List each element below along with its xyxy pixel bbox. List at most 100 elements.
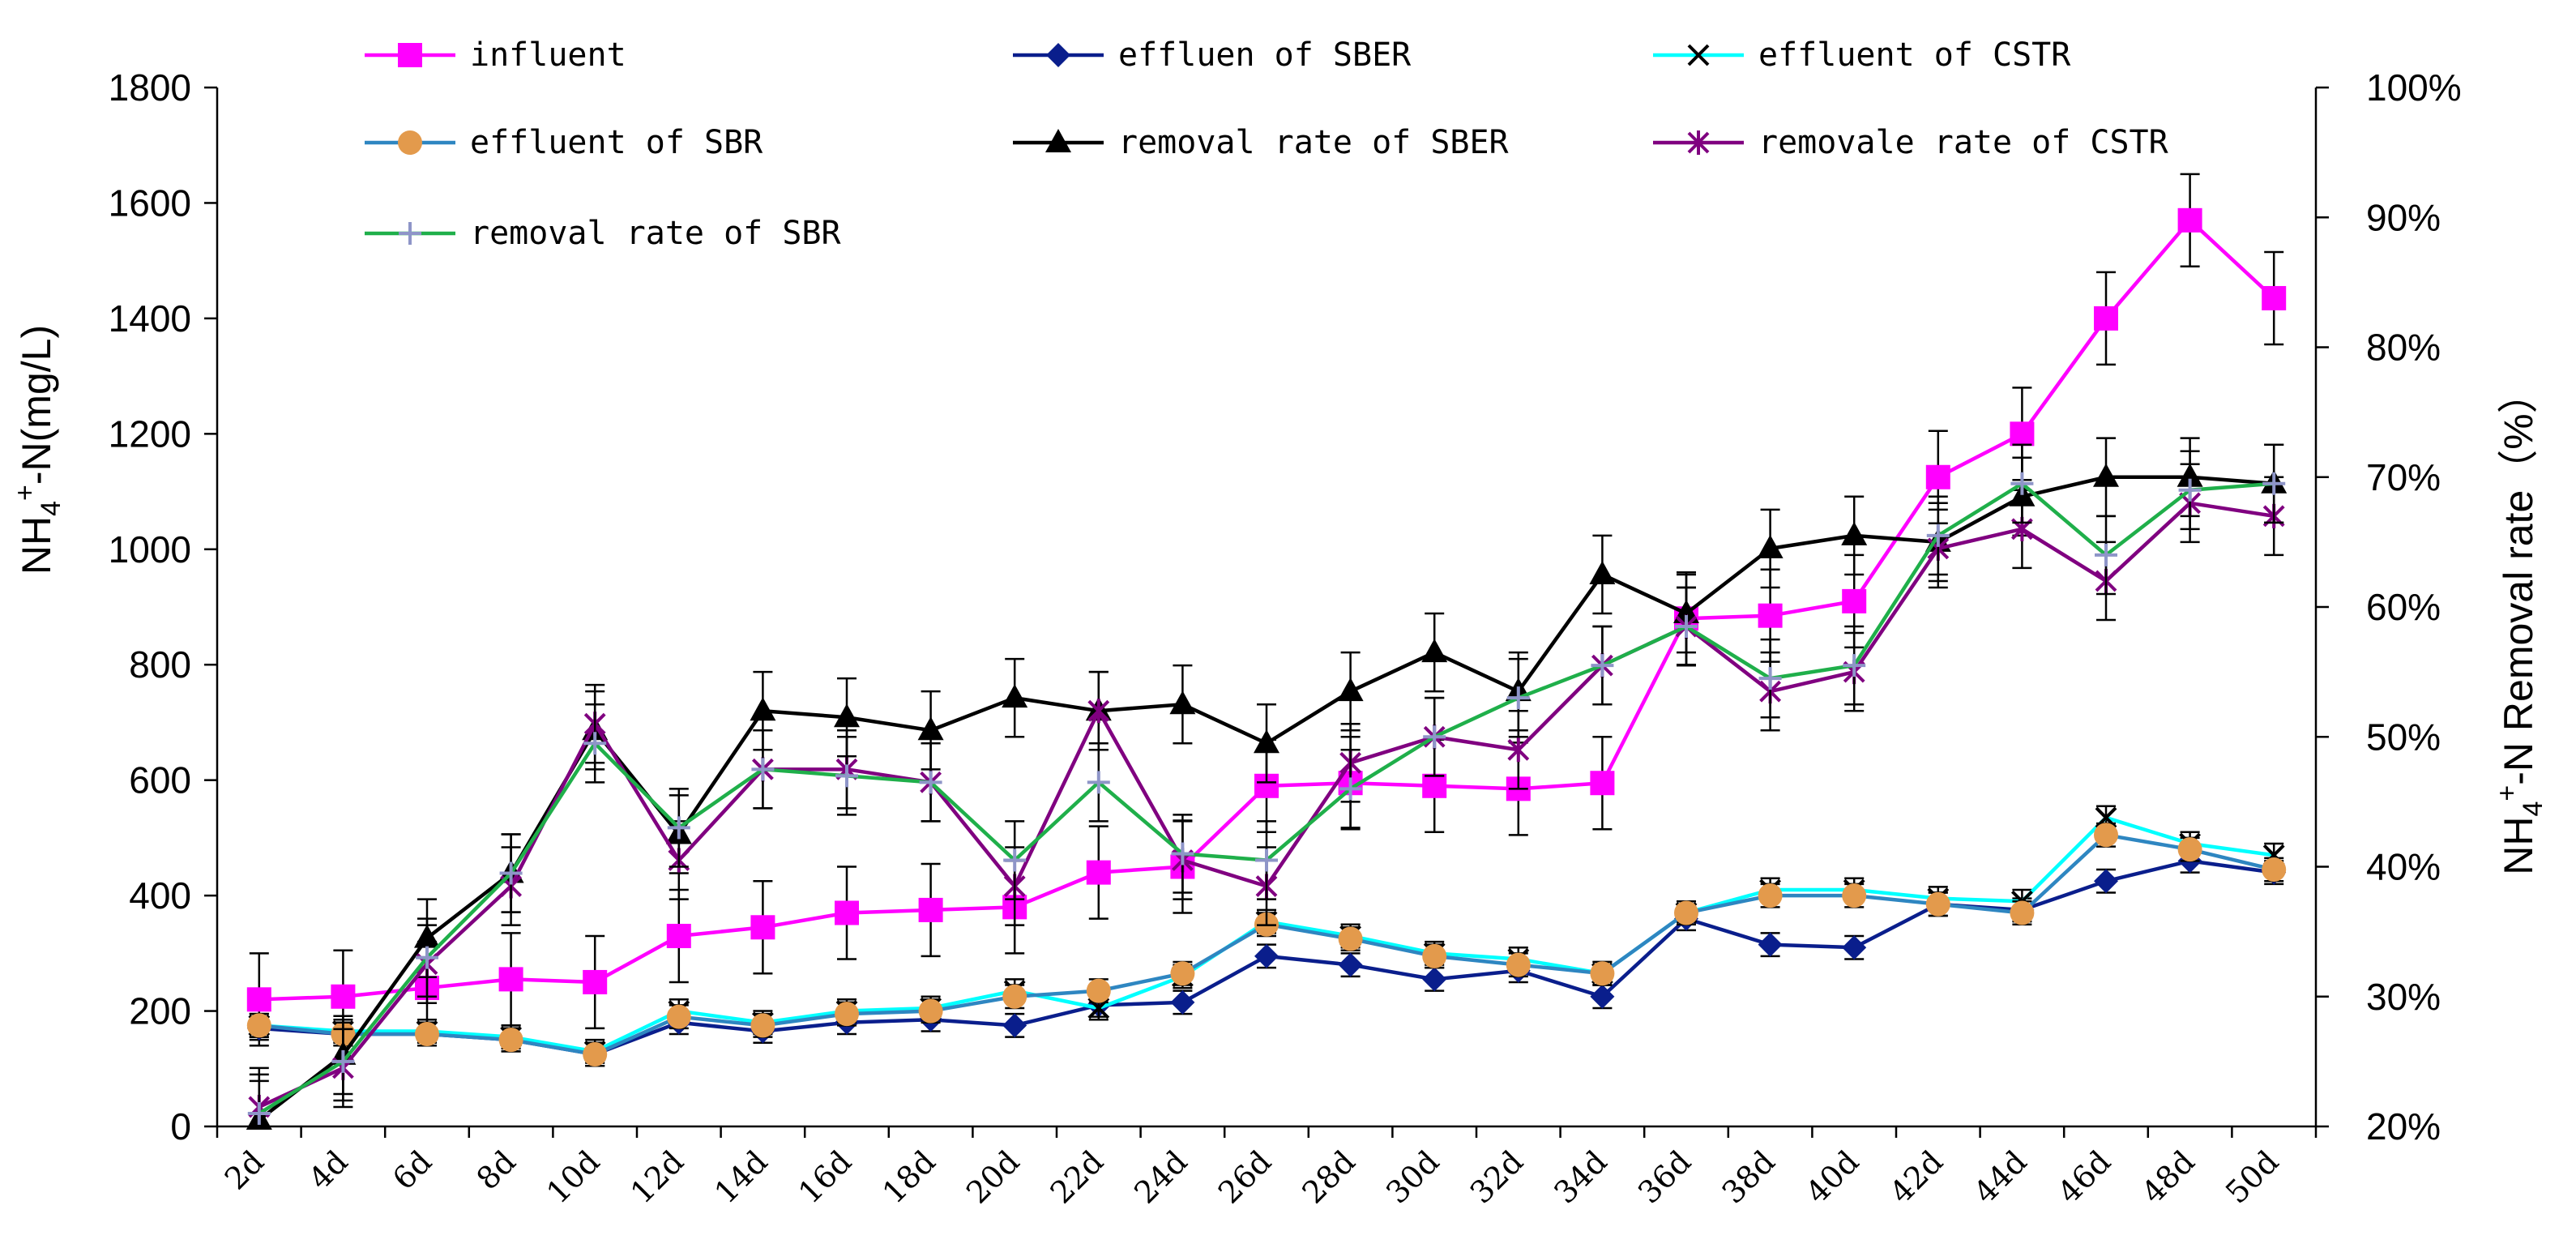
legend-label: effluen of SBER — [1118, 36, 1412, 74]
left-tick-label: 600 — [129, 759, 191, 801]
data-point — [1925, 464, 1950, 489]
legend: influent effluen of SBER effluent of CSTR e… — [365, 36, 2169, 252]
data-point — [2010, 421, 2035, 447]
data-point — [1591, 654, 1614, 677]
data-point — [2262, 857, 2287, 883]
data-point — [1422, 967, 1447, 992]
right-tick-label: 80% — [2366, 327, 2441, 369]
left-tick-label: 1000 — [109, 528, 191, 571]
x-tick-label: 44d — [1967, 1143, 2034, 1211]
data-point — [416, 946, 438, 969]
data-point — [1757, 534, 1784, 558]
legend-label: removal rate of SBER — [1118, 124, 1510, 161]
data-point — [834, 703, 860, 728]
x-tick-label: 40d — [1799, 1143, 1866, 1211]
data-point — [835, 1002, 859, 1027]
x-tick-label: 4d — [301, 1143, 354, 1196]
legend-label: effluent of SBR — [470, 124, 763, 161]
data-point — [1758, 603, 1783, 628]
x-tick-label: 38d — [1715, 1143, 1782, 1211]
legend-label: removal rate of SBR — [470, 215, 841, 252]
legend-item: removale rate of CSTR — [1653, 124, 2169, 161]
data-point — [1843, 654, 1866, 677]
data-point — [498, 1028, 523, 1053]
right-tick-label: 30% — [2366, 976, 2441, 1018]
data-point — [1255, 848, 1278, 872]
legend-item: effluen of SBER — [1013, 36, 1412, 74]
data-point — [918, 897, 943, 922]
data-point — [1002, 984, 1027, 1009]
x-tick-label: 36d — [1631, 1143, 1698, 1211]
data-point — [2262, 285, 2287, 310]
data-point — [835, 900, 859, 925]
data-point — [1003, 848, 1027, 872]
x-tick-label: 14d — [707, 1143, 775, 1211]
left-axis-title: NH4+-N(mg/L) — [10, 325, 66, 575]
data-point — [1169, 690, 1196, 715]
right-tick-label: 90% — [2366, 196, 2441, 238]
data-point — [1842, 883, 1867, 908]
x-tick-label: 42d — [1883, 1143, 1950, 1211]
data-point — [2010, 900, 2035, 925]
data-point — [2262, 472, 2286, 495]
data-point — [1045, 129, 1071, 152]
data-point — [246, 987, 271, 1012]
data-point — [583, 1041, 608, 1066]
left-tick-label: 1400 — [109, 297, 191, 340]
data-point — [498, 967, 523, 992]
left-tick-label: 200 — [129, 990, 191, 1032]
x-tick-label: 16d — [792, 1143, 859, 1211]
data-point — [247, 1101, 271, 1125]
x-tick-label: 28d — [1295, 1143, 1362, 1211]
right-tick-label: 50% — [2366, 716, 2441, 758]
data-point — [1170, 989, 1195, 1015]
x-tick-label: 34d — [1547, 1143, 1614, 1211]
data-point — [1002, 684, 1028, 708]
legend-item: removal rate of SBER — [1013, 124, 1510, 161]
data-point — [2094, 869, 2118, 894]
data-point — [1337, 677, 1364, 702]
data-point — [499, 861, 523, 885]
data-point — [1590, 984, 1615, 1009]
data-point — [2010, 472, 2034, 495]
data-point — [750, 915, 775, 940]
legend-item: influent — [365, 36, 626, 74]
legend-label: effluent of CSTR — [1758, 36, 2071, 74]
data-point — [1506, 952, 1531, 977]
data-point — [2178, 478, 2202, 502]
series-layer — [246, 173, 2288, 1130]
data-point — [1758, 667, 1782, 690]
right-tick-label: 100% — [2366, 66, 2462, 109]
data-point — [1086, 978, 1111, 1003]
data-point — [918, 998, 943, 1024]
data-point — [1046, 43, 1070, 67]
data-point — [1171, 842, 1194, 865]
x-tick-label: 32d — [1463, 1143, 1531, 1211]
data-point — [1926, 524, 1950, 547]
data-point — [399, 222, 421, 245]
data-point — [1506, 686, 1530, 710]
data-point — [750, 697, 776, 721]
legend-item: effluent of SBR — [365, 124, 763, 161]
right-tick-label: 40% — [2366, 846, 2441, 888]
data-point — [1254, 729, 1279, 754]
data-point — [398, 43, 422, 67]
data-point — [667, 816, 690, 840]
data-point — [1254, 943, 1279, 968]
left-tick-label: 800 — [129, 643, 191, 686]
x-tick-label: 8d — [470, 1143, 523, 1196]
right-tick-label: 60% — [2366, 586, 2441, 628]
data-point — [583, 969, 608, 994]
axes-layer: 0 200 400 600 800 1000 1200 1400 1600 1800 20% 30% 4… — [10, 66, 2548, 1211]
data-point — [2094, 306, 2118, 331]
data-point — [919, 771, 942, 794]
x-tick-label: 12d — [624, 1143, 691, 1211]
right-tick-label: 20% — [2366, 1105, 2441, 1148]
x-tick-label: 10d — [540, 1143, 607, 1211]
data-point — [1675, 615, 1698, 639]
series-effluent-of-sbr — [246, 822, 2287, 1067]
series-removal-rate-of-sbr — [247, 443, 2286, 1128]
data-point — [1590, 771, 1615, 796]
